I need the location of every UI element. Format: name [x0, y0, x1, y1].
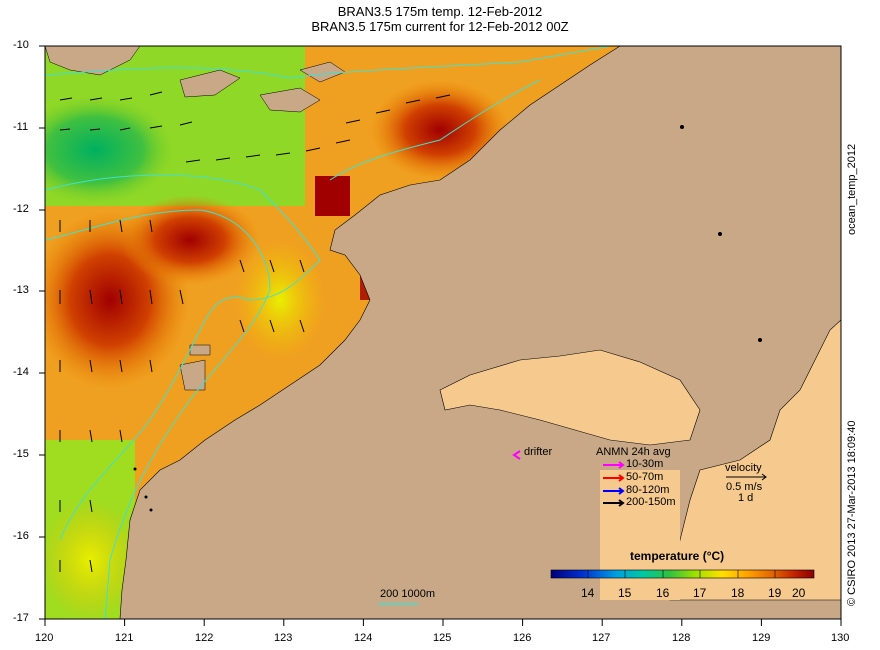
depth-range-label: 50-70m: [626, 471, 664, 483]
credit-label: © CSIRO 2013 27-Mar-2013 18:09:40: [846, 420, 858, 606]
y-tick-label: -16: [13, 530, 29, 542]
drifter-marker: [512, 450, 521, 460]
velocity-title: velocity: [725, 462, 762, 474]
x-tick-label: 125: [433, 632, 452, 644]
y-tick-label: -17: [13, 612, 29, 624]
colorbar-tick: 15: [618, 586, 632, 600]
x-tick-label: 124: [354, 632, 373, 644]
colorbar: [550, 569, 815, 579]
drifter-label: drifter: [524, 446, 553, 458]
x-tick-label: 126: [513, 632, 532, 644]
side-label: ocean_temp_2012: [846, 143, 858, 235]
map-title: BRAN3.5 175m temp. 12-Feb-2012: [337, 4, 543, 19]
y-tick-label: -15: [13, 448, 29, 460]
y-tick-label: -11: [13, 121, 29, 133]
x-tick-label: 121: [115, 632, 134, 644]
y-tick-label: -14: [13, 366, 29, 378]
colorbar-tick: 20: [792, 586, 806, 600]
x-tick-label: 129: [752, 632, 771, 644]
colorbar-tick: 19: [768, 586, 782, 600]
x-tick-label: 123: [274, 632, 293, 644]
colorbar-tick: 14: [581, 586, 595, 600]
cool-water-region: [45, 95, 175, 205]
x-tick-label: 120: [35, 632, 54, 644]
colorbar-title: temperature (°C): [630, 549, 725, 563]
current-vectors: [59, 91, 451, 573]
depth-range-label: 80-120m: [626, 484, 670, 496]
y-tick-label: -13: [13, 284, 29, 296]
x-tick-label: 128: [672, 632, 691, 644]
x-tick-label: 127: [592, 632, 611, 644]
mild-water-region: [235, 240, 325, 360]
depth-range-label: 200-150m: [626, 496, 676, 508]
isobath-contours: [45, 46, 611, 619]
velocity-duration: 1 d: [738, 492, 754, 504]
colorbar-tick: 16: [656, 586, 670, 600]
map-subtitle: BRAN3.5 175m current for 12-Feb-2012 00Z: [311, 19, 569, 34]
colorbar-tick: 18: [731, 586, 745, 600]
anmn-legend-title: ANMN 24h avg: [596, 446, 671, 458]
y-tick-label: -12: [13, 203, 29, 215]
velocity-scale-arrow: [726, 473, 767, 481]
isobath-legend-label: 200 1000m: [380, 588, 436, 600]
x-tick-label: 122: [195, 632, 214, 644]
mooring-stations: [133, 125, 762, 512]
colorbar-tick: 17: [693, 586, 707, 600]
depth-range-label: 10-30m: [626, 458, 664, 470]
y-tick-label: -10: [13, 39, 29, 51]
x-tick-label: 130: [831, 632, 850, 644]
velocity-value: 0.5 m/s: [726, 481, 763, 493]
